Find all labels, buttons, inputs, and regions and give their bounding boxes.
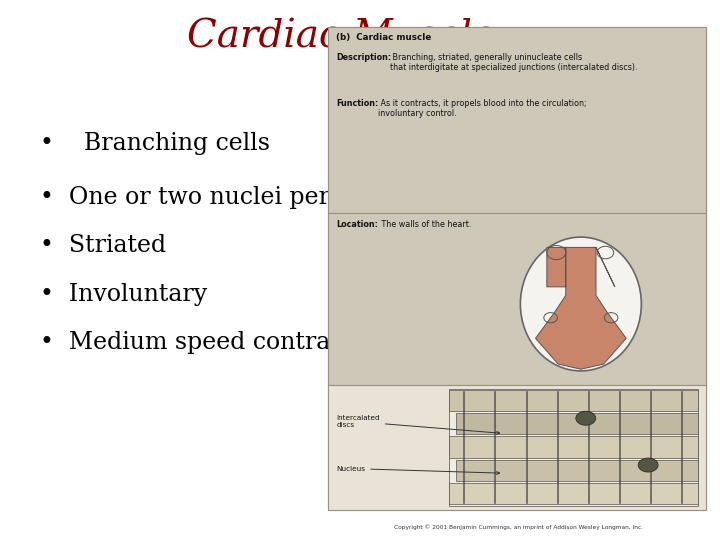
Text: (b)  Cardiac muscle: (b) Cardiac muscle xyxy=(336,33,431,43)
FancyBboxPatch shape xyxy=(328,27,706,510)
Text: Location:: Location: xyxy=(336,220,378,228)
Text: •  Involuntary: • Involuntary xyxy=(40,283,207,306)
FancyBboxPatch shape xyxy=(328,27,706,213)
Text: Intercalated
discs: Intercalated discs xyxy=(336,415,500,434)
FancyBboxPatch shape xyxy=(456,413,698,434)
Ellipse shape xyxy=(521,237,642,371)
Text: •  One or two nuclei per cell: • One or two nuclei per cell xyxy=(40,186,379,208)
FancyBboxPatch shape xyxy=(449,389,698,411)
Text: Description:: Description: xyxy=(336,53,392,62)
Text: •    Branching cells: • Branching cells xyxy=(40,132,269,154)
Text: Cardiac Muscle: Cardiac Muscle xyxy=(187,19,495,56)
Text: The walls of the heart.: The walls of the heart. xyxy=(379,220,472,228)
Text: Branching, striated, generally uninucleate cells
that interdigitate at specializ: Branching, striated, generally uninuclea… xyxy=(390,53,638,72)
Text: As it contracts, it propels blood into the circulation;
involuntary control.: As it contracts, it propels blood into t… xyxy=(378,99,587,118)
Ellipse shape xyxy=(638,458,658,472)
FancyBboxPatch shape xyxy=(449,483,698,504)
FancyBboxPatch shape xyxy=(449,436,698,457)
Ellipse shape xyxy=(576,411,595,425)
FancyBboxPatch shape xyxy=(328,213,706,384)
Text: Nucleus: Nucleus xyxy=(336,465,500,475)
Text: •  Medium speed contractions: • Medium speed contractions xyxy=(40,332,402,354)
FancyBboxPatch shape xyxy=(328,384,706,510)
Text: Copyright © 2001 Benjamin Cummings, an imprint of Addison Wesley Longman, Inc.: Copyright © 2001 Benjamin Cummings, an i… xyxy=(394,525,643,530)
FancyBboxPatch shape xyxy=(449,389,698,506)
Text: Function:: Function: xyxy=(336,99,379,108)
FancyBboxPatch shape xyxy=(456,460,698,481)
Text: •  Striated: • Striated xyxy=(40,234,166,257)
Polygon shape xyxy=(536,247,626,369)
